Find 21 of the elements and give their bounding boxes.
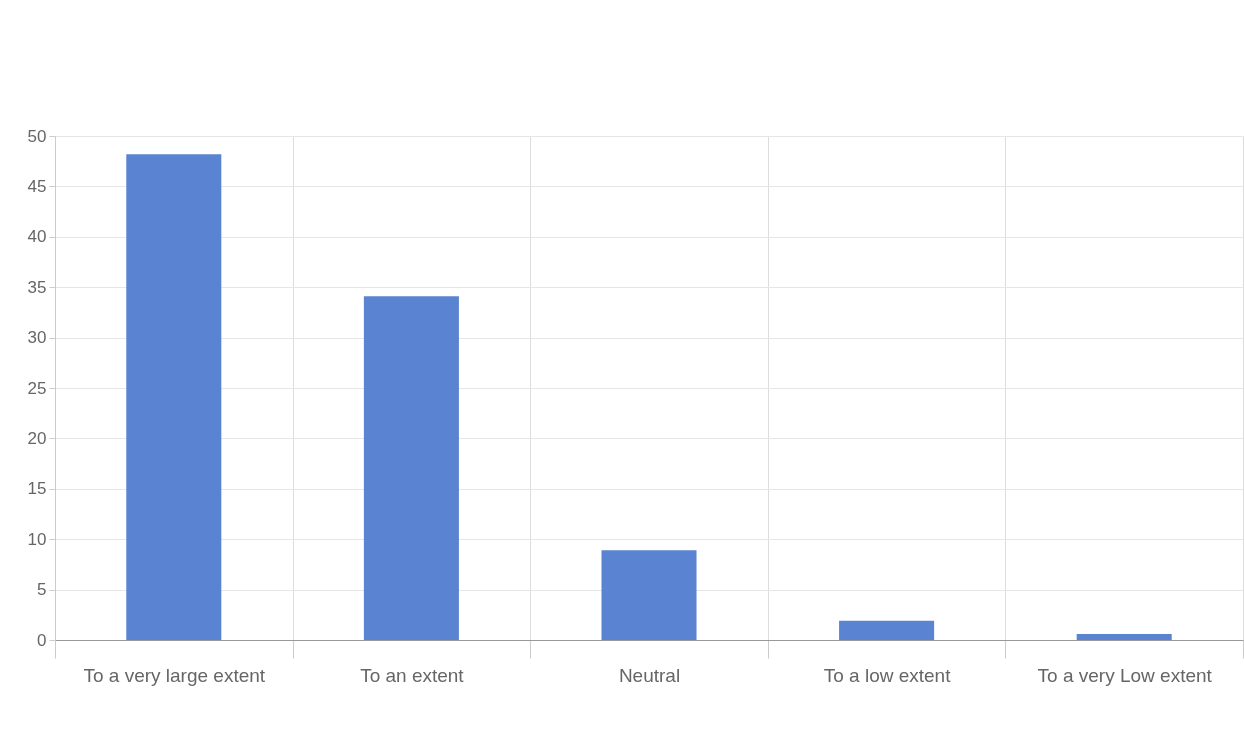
y-tick-label: 45 — [27, 176, 47, 196]
y-tick-label: 5 — [37, 580, 47, 600]
y-tick-label: 25 — [27, 378, 47, 398]
bar — [363, 296, 459, 640]
y-tick-label: 50 — [27, 126, 47, 146]
bar — [1076, 633, 1172, 640]
x-tick-label: To a very Low extent — [1037, 664, 1213, 686]
bar — [839, 620, 935, 640]
y-tick-label: 20 — [27, 428, 47, 448]
bar — [601, 550, 697, 640]
y-tick-label: 0 — [37, 630, 47, 650]
y-tick-label: 15 — [27, 479, 47, 499]
y-tick-label: 30 — [27, 328, 47, 348]
x-tick-label: To a very large extent — [83, 664, 266, 686]
x-tick-label: To an extent — [360, 664, 465, 686]
y-tick-label: 10 — [27, 529, 47, 549]
y-tick-label: 40 — [27, 227, 47, 247]
y-tick-label: 35 — [27, 277, 47, 297]
x-tick-label: Neutral — [618, 664, 681, 686]
bar — [126, 154, 222, 640]
x-tick-label: To a low extent — [823, 664, 952, 686]
